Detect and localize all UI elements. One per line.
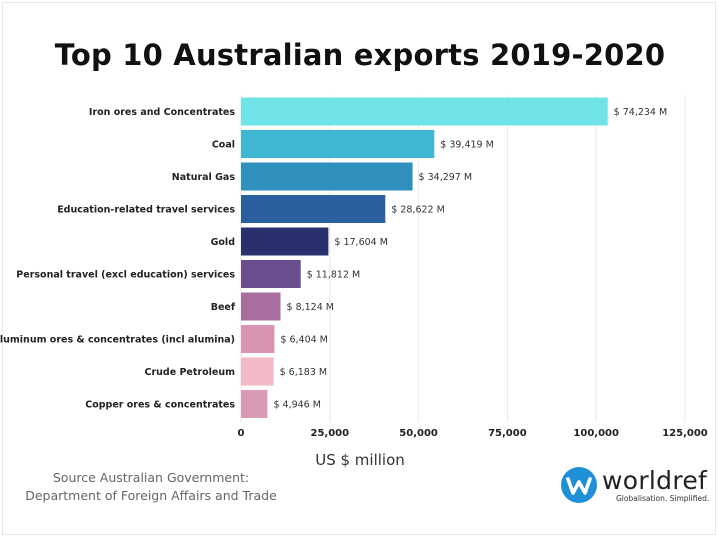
data-label: $ 74,234 M	[614, 107, 668, 118]
logo-tagline: Globalisation. Simplified.	[616, 494, 710, 503]
data-label: $ 6,183 M	[280, 367, 327, 378]
data-label: $ 39,419 M	[440, 140, 494, 151]
chart-title: Top 10 Australian exports 2019-2020	[54, 38, 666, 72]
x-axis-label: US $ million	[315, 451, 405, 469]
data-label: $ 4,946 M	[273, 400, 320, 411]
data-label: $ 8,124 M	[287, 302, 334, 313]
bar	[241, 97, 608, 126]
bar	[241, 390, 268, 418]
source-line-1: Source Australian Government:	[52, 470, 250, 485]
data-label: $ 28,622 M	[391, 205, 445, 216]
bar	[241, 260, 301, 288]
category-label: Copper ores & concentrates	[85, 400, 235, 411]
data-label: $ 34,297 M	[419, 172, 473, 183]
x-tick-label: 100,000	[573, 428, 619, 439]
category-label: Aluminum ores & concentrates (incl alumi…	[0, 335, 235, 346]
category-label: Beef	[211, 302, 236, 313]
bar	[241, 130, 435, 158]
category-label: Iron ores and Concentrates	[89, 107, 235, 118]
bar	[241, 292, 281, 321]
category-label: Natural Gas	[172, 172, 236, 183]
category-label: Gold	[211, 237, 235, 248]
bar	[241, 357, 274, 386]
data-label: $ 17,604 M	[334, 237, 388, 248]
category-label: Crude Petroleum	[145, 367, 236, 378]
x-tick-label: 25,000	[311, 428, 350, 439]
category-label: Coal	[212, 140, 235, 151]
worldref-logo-icon	[561, 467, 597, 503]
x-tick-label: 75,000	[488, 428, 527, 439]
data-label: $ 6,404 M	[280, 335, 327, 346]
data-label: $ 11,812 M	[307, 270, 361, 281]
category-label: Personal travel (excl education) service…	[16, 270, 235, 281]
x-tick-label: 50,000	[399, 428, 438, 439]
source-note: Source Australian Government: Department…	[6, 469, 296, 505]
worldref-logo: worldref Globalisation. Simplified.	[560, 466, 720, 506]
category-label: Education-related travel services	[57, 205, 235, 216]
bar	[241, 227, 329, 256]
bar	[241, 195, 386, 223]
source-line-2: Department of Foreign Affairs and Trade	[25, 488, 277, 503]
x-tick-label: 0	[238, 428, 245, 439]
x-tick-label: 125,000	[662, 428, 708, 439]
bar	[241, 325, 275, 353]
bar	[241, 162, 413, 191]
logo-wordmark: worldref	[602, 466, 708, 495]
